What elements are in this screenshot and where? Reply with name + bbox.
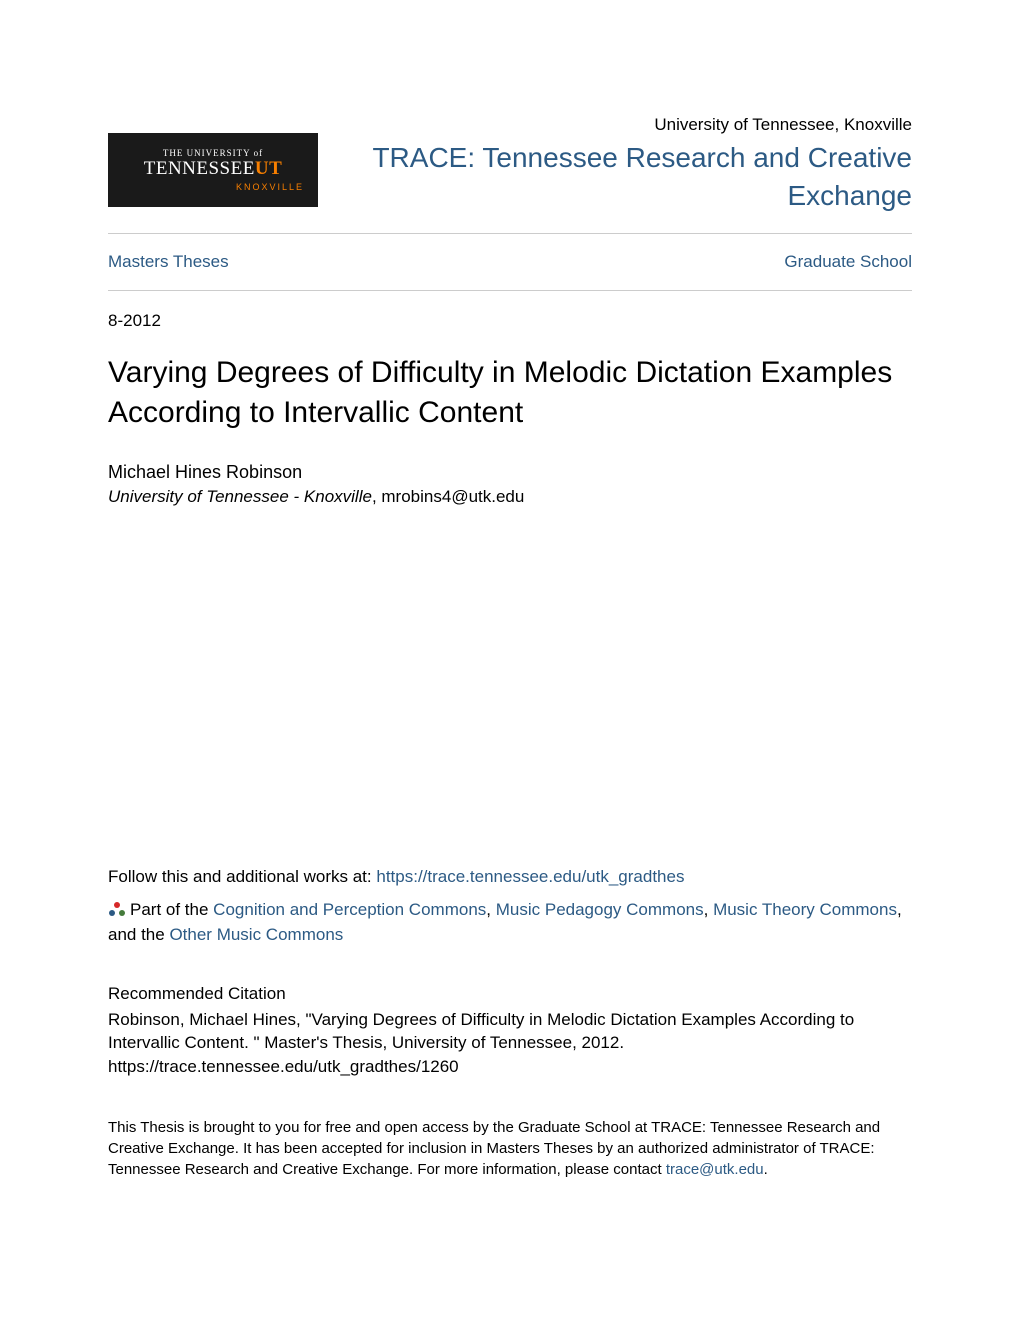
breadcrumb-nav: Masters Theses Graduate School [108,234,912,290]
publication-date: 8-2012 [108,311,912,331]
author-name: Michael Hines Robinson [108,462,912,483]
logo-ut-mark: UT [255,158,282,179]
commons-link-2[interactable]: Music Pedagogy Commons [496,900,704,919]
follow-works-line: Follow this and additional works at: htt… [108,867,912,887]
citation-heading: Recommended Citation [108,984,912,1004]
sep: , [486,900,495,919]
part-of-commons: Part of the Cognition and Perception Com… [108,897,912,948]
commons-link-1[interactable]: Cognition and Perception Commons [213,900,486,919]
spacer [108,507,912,867]
access-suffix: . [764,1161,768,1178]
author-affiliation: University of Tennessee - Knoxville, mro… [108,487,912,507]
institution-name: University of Tennessee, Knoxville [354,115,912,135]
logo-line1: THE UNIVERSITY of [163,148,263,158]
logo-wordmark: TENNESSEE [144,158,255,179]
header: THE UNIVERSITY of TENNESSEEUT KNOXVILLE … [108,115,912,233]
institution-logo: THE UNIVERSITY of TENNESSEEUT KNOXVILLE [108,133,318,207]
affiliation-institution: University of Tennessee - Knoxville [108,487,372,506]
divider [108,290,912,291]
collection-link[interactable]: Masters Theses [108,252,229,272]
logo-line2: TENNESSEEUT [144,158,283,180]
contact-email-link[interactable]: trace@utk.edu [666,1161,764,1178]
network-commons-icon [108,900,126,918]
header-text: University of Tennessee, Knoxville TRACE… [354,115,912,215]
repository-link[interactable]: TRACE: Tennessee Research and Creative E… [372,142,912,211]
collection-url-link[interactable]: https://trace.tennessee.edu/utk_gradthes [376,867,684,886]
follow-prefix: Follow this and additional works at: [108,867,376,886]
citation-body: Robinson, Michael Hines, "Varying Degree… [108,1008,912,1079]
commons-link-3[interactable]: Music Theory Commons [713,900,897,919]
repository-name: TRACE: Tennessee Research and Creative E… [354,139,912,215]
commons-link-4[interactable]: Other Music Commons [169,925,343,944]
affiliation-email: , mrobins4@utk.edu [372,487,524,506]
community-link[interactable]: Graduate School [784,252,912,272]
partof-prefix: Part of the [130,900,213,919]
access-statement: This Thesis is brought to you for free a… [108,1117,912,1180]
paper-title: Varying Degrees of Difficulty in Melodic… [108,353,912,434]
logo-line3: KNOXVILLE [236,182,304,192]
sep: , [704,900,713,919]
